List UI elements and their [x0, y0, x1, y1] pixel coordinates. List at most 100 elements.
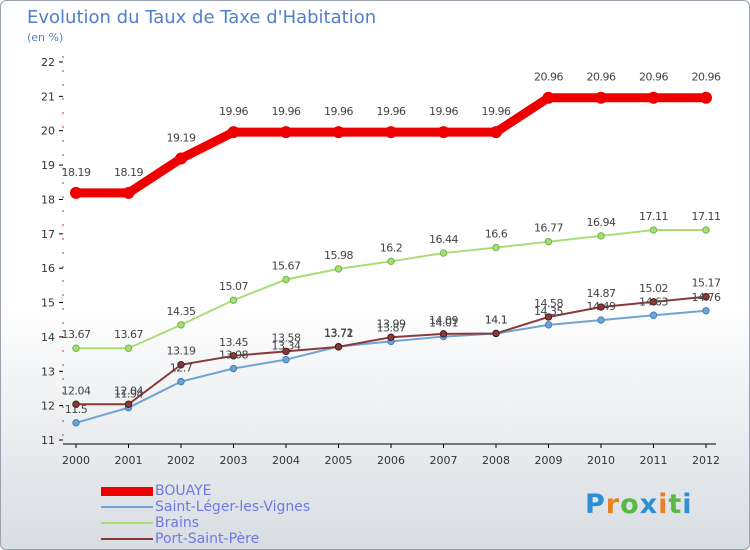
data-label: 13.08	[219, 349, 248, 362]
data-label: 18.19	[62, 166, 91, 179]
y-tick-label: 16	[41, 262, 55, 275]
data-label: 11.5	[65, 403, 88, 416]
x-tick-label: 2012	[692, 454, 720, 467]
y-tick-label: 13	[41, 365, 55, 378]
axes: 11 12 13 14 15 16 17 18 19 20 21 22 2000 2001 2002 2003…	[41, 56, 720, 467]
data-label: 13.34	[272, 340, 301, 353]
data-point	[282, 347, 290, 356]
y-tick-label: 15	[41, 297, 55, 310]
data-point	[280, 126, 292, 139]
legend-swatch	[101, 506, 153, 508]
data-label: 11.94	[114, 388, 143, 401]
y-tick-label: 21	[41, 90, 55, 103]
proxiti-logo: Proxiti	[585, 489, 693, 520]
y-tick-label: 18	[41, 193, 55, 206]
data-label: 19.96	[429, 105, 458, 118]
y-tick-label: 22	[41, 56, 55, 69]
data-label: 15.17	[692, 277, 721, 290]
data-point	[177, 377, 185, 386]
data-label: 12.7	[170, 362, 193, 375]
data-label: 16.2	[380, 241, 403, 254]
y-tick-label: 11	[41, 434, 55, 447]
data-label: 20.96	[534, 71, 563, 84]
data-point	[544, 321, 553, 329]
x-tick-label: 2006	[377, 454, 405, 467]
data-point	[229, 352, 238, 360]
data-label: 13.87	[377, 321, 406, 334]
data-point	[492, 243, 500, 252]
data-label: 13.67	[114, 328, 143, 341]
data-point	[229, 296, 238, 304]
data-point	[702, 226, 710, 234]
data-label: 16.44	[429, 233, 458, 246]
chart-subtitle: (en %)	[27, 31, 64, 44]
data-label: 14.35	[167, 305, 196, 318]
legend-swatch	[101, 486, 153, 496]
data-point	[595, 91, 607, 104]
data-point	[387, 333, 395, 341]
data-point	[437, 126, 450, 139]
data-point	[597, 232, 605, 240]
data-point	[439, 330, 448, 338]
data-label: 14.35	[534, 305, 563, 318]
x-tick-label: 2004	[272, 454, 300, 467]
data-point	[597, 316, 605, 324]
data-point	[439, 249, 448, 257]
data-label: 14.76	[692, 291, 721, 304]
data-point	[334, 343, 343, 351]
data-label: 13.19	[167, 345, 196, 358]
data-label: 19.96	[377, 105, 406, 118]
chart-title: Evolution du Taux de Taxe d'Habitation	[27, 7, 377, 28]
y-tick-label: 14	[41, 331, 55, 344]
data-point	[175, 152, 187, 165]
data-label: 14.87	[587, 287, 616, 300]
data-point	[70, 186, 82, 199]
y-tick-label: 20	[41, 125, 55, 138]
data-point	[177, 361, 185, 369]
data-point	[387, 257, 395, 266]
data-point	[649, 226, 658, 234]
data-point	[544, 313, 553, 321]
data-point	[177, 321, 185, 329]
data-point	[544, 238, 553, 246]
x-tick-label: 2001	[115, 454, 143, 467]
data-label: 13.45	[219, 336, 248, 349]
data-point	[597, 303, 605, 311]
data-label: 18.19	[114, 166, 143, 179]
data-point	[122, 186, 135, 199]
data-point	[702, 293, 710, 301]
data-label: 14.09	[429, 314, 458, 327]
y-tick-label: 12	[41, 400, 55, 413]
data-point	[649, 311, 658, 319]
data-label: 13.58	[272, 331, 301, 344]
data-label: 13.67	[62, 328, 91, 341]
data-label: 14.63	[639, 295, 668, 308]
data-point	[334, 265, 343, 273]
data-point	[227, 126, 240, 139]
data-label: 15.02	[639, 282, 668, 295]
data-label: 15.67	[272, 260, 301, 273]
data-point	[542, 91, 555, 104]
data-label: 12.04	[114, 384, 143, 397]
data-label: 14.49	[587, 300, 616, 313]
legend-label: Port-Saint-Père	[155, 531, 260, 547]
x-tick-label: 2008	[482, 454, 510, 467]
x-tick-label: 2009	[535, 454, 563, 467]
data-label: 17.11	[692, 210, 721, 223]
data-label: 15.07	[219, 280, 248, 293]
data-point	[282, 275, 290, 284]
data-label: 14.1	[485, 313, 508, 326]
data-label: 12.04	[62, 384, 91, 397]
data-point	[282, 355, 290, 364]
data-label: 14.1	[485, 313, 508, 326]
data-label: 14.01	[429, 317, 458, 330]
legend-swatch	[101, 538, 153, 540]
data-point	[700, 91, 712, 104]
data-labels: 13.67 13.67 14.35 15.07 15.67 15.98 16.2 16.44 1…	[62, 71, 722, 416]
x-tick-label: 2010	[587, 454, 615, 467]
data-label: 14.58	[534, 297, 563, 310]
x-tick-label: 2002	[167, 454, 195, 467]
data-point	[72, 419, 80, 427]
